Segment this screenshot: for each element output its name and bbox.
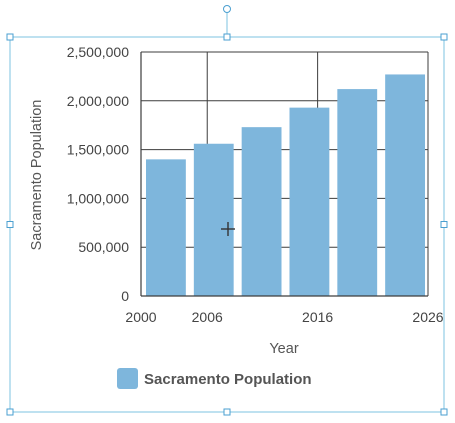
y-axis-ticks: 0 500,000 1,000,000 1,500,000 2,000,000 2,500… <box>67 44 130 304</box>
y-tick-label: 500,000 <box>78 239 129 255</box>
x-tick-label: 2006 <box>192 309 223 325</box>
bar[interactable] <box>385 74 425 296</box>
bar[interactable] <box>289 107 330 296</box>
resize-handle[interactable] <box>6 408 14 416</box>
resize-handle[interactable] <box>440 408 448 416</box>
y-tick-label: 1,000,000 <box>67 190 129 206</box>
bar[interactable] <box>241 127 282 296</box>
resize-handle[interactable] <box>440 33 448 41</box>
bar-series[interactable] <box>146 74 425 296</box>
x-tick-label: 2016 <box>302 309 333 325</box>
selection-frame[interactable] <box>6 5 448 416</box>
resize-handle[interactable] <box>6 33 14 41</box>
legend-swatch <box>117 368 138 389</box>
bar[interactable] <box>146 159 186 296</box>
resize-handle[interactable] <box>440 221 448 228</box>
legend[interactable]: Sacramento Population <box>117 368 312 389</box>
resize-handle[interactable] <box>223 33 231 41</box>
y-tick-label: 2,500,000 <box>67 44 129 60</box>
y-tick-label: 1,500,000 <box>67 142 129 158</box>
x-axis-ticks: 2000 2006 2016 2026 <box>125 309 443 325</box>
bar[interactable] <box>193 143 234 296</box>
legend-label: Sacramento Population <box>144 371 312 388</box>
crosshair-cursor-icon <box>221 222 235 236</box>
x-tick-label: 2026 <box>412 309 443 325</box>
x-tick-label: 2000 <box>125 309 156 325</box>
resize-handle[interactable] <box>6 221 14 228</box>
y-axis-title: Sacramento Population <box>29 100 45 251</box>
resize-handle[interactable] <box>223 408 231 416</box>
axes <box>140 52 428 297</box>
y-tick-label: 2,000,000 <box>67 93 129 109</box>
bar[interactable] <box>337 89 378 296</box>
x-axis-title: Year <box>269 341 298 357</box>
y-tick-label: 0 <box>121 288 129 304</box>
rotate-handle[interactable] <box>223 5 231 13</box>
